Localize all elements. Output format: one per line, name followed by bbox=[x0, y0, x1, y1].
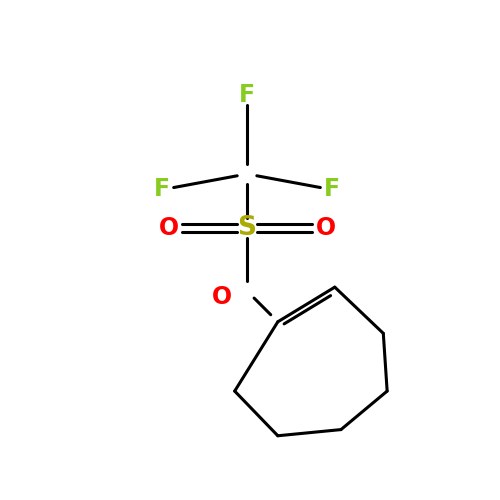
Text: O: O bbox=[316, 216, 336, 240]
Text: F: F bbox=[239, 82, 255, 106]
Text: O: O bbox=[212, 285, 233, 309]
Text: S: S bbox=[238, 215, 256, 241]
Text: F: F bbox=[324, 178, 340, 202]
Text: O: O bbox=[158, 216, 178, 240]
Text: F: F bbox=[154, 178, 170, 202]
